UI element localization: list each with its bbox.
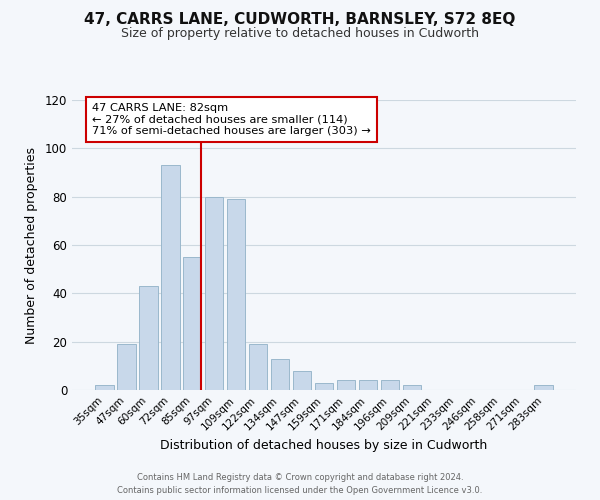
Y-axis label: Number of detached properties: Number of detached properties bbox=[25, 146, 38, 344]
Bar bbox=[205, 196, 223, 390]
Bar bbox=[249, 344, 268, 390]
Bar bbox=[293, 370, 311, 390]
Bar bbox=[403, 385, 421, 390]
Bar bbox=[139, 286, 158, 390]
Bar bbox=[359, 380, 377, 390]
Bar bbox=[337, 380, 355, 390]
Text: 47, CARRS LANE, CUDWORTH, BARNSLEY, S72 8EQ: 47, CARRS LANE, CUDWORTH, BARNSLEY, S72 … bbox=[85, 12, 515, 28]
Bar bbox=[271, 358, 289, 390]
X-axis label: Distribution of detached houses by size in Cudworth: Distribution of detached houses by size … bbox=[160, 438, 488, 452]
Bar bbox=[227, 199, 245, 390]
Bar bbox=[535, 385, 553, 390]
Text: 47 CARRS LANE: 82sqm
← 27% of detached houses are smaller (114)
71% of semi-deta: 47 CARRS LANE: 82sqm ← 27% of detached h… bbox=[92, 103, 371, 136]
Bar bbox=[117, 344, 136, 390]
Bar bbox=[161, 166, 179, 390]
Bar bbox=[380, 380, 399, 390]
Bar bbox=[314, 383, 334, 390]
Text: Contains HM Land Registry data © Crown copyright and database right 2024.
Contai: Contains HM Land Registry data © Crown c… bbox=[118, 473, 482, 495]
Bar bbox=[95, 385, 113, 390]
Bar bbox=[183, 257, 202, 390]
Text: Size of property relative to detached houses in Cudworth: Size of property relative to detached ho… bbox=[121, 28, 479, 40]
